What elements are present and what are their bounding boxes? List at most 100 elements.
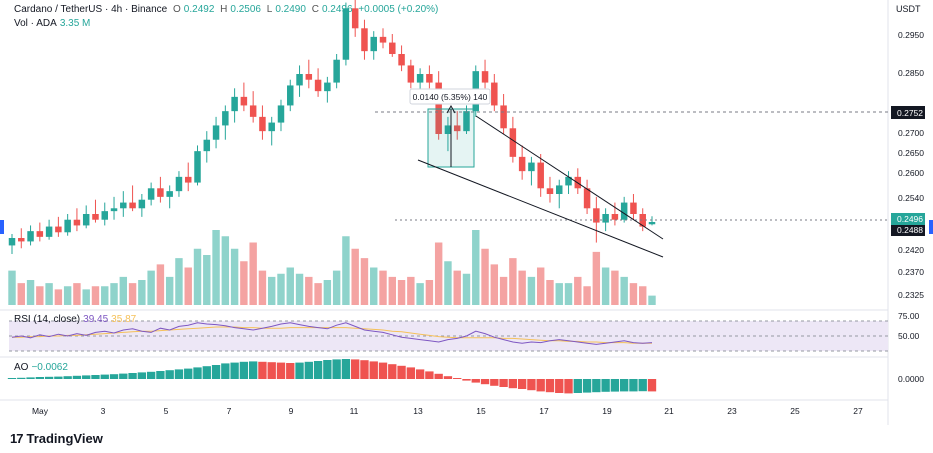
symbol-title[interactable]: Cardano / TetherUS · 4h · Binance — [14, 4, 168, 15]
volume-bar — [73, 283, 81, 305]
volume-bar — [286, 267, 294, 305]
candle-body — [593, 208, 600, 223]
volume-bar — [63, 286, 72, 305]
candle-body — [398, 54, 405, 66]
ao-bar — [453, 378, 462, 379]
high-value: 0.2506 — [230, 4, 261, 15]
volume-bar — [379, 270, 387, 305]
ao-bar — [109, 374, 119, 379]
ao-bar — [239, 361, 249, 379]
price-tick: 0.2600 — [898, 168, 924, 178]
ao-bar — [54, 376, 63, 379]
candle-body — [518, 156, 526, 172]
candle-body — [324, 82, 331, 92]
candle-body — [175, 176, 183, 192]
ao-bar — [341, 359, 351, 379]
candle-body — [259, 116, 266, 132]
ao-bar — [388, 364, 397, 379]
ao-bar — [174, 369, 184, 379]
candle-body — [602, 214, 609, 223]
measure-label-box — [409, 88, 491, 105]
volume-bar — [128, 283, 137, 305]
volume-legend[interactable]: Vol · ADA 3.35 M — [14, 18, 93, 29]
candle-body — [565, 176, 572, 186]
volume-bar — [434, 242, 443, 305]
volume-bar — [629, 283, 638, 305]
price-tick: 0.2370 — [898, 267, 924, 277]
volume-bars — [8, 230, 656, 305]
ao-bar — [137, 372, 147, 379]
volume-bar — [54, 289, 63, 305]
candle-body — [351, 8, 359, 29]
price-axis: 0.2950 0.2850 0.2700 0.2650 0.2600 0.254… — [898, 30, 924, 300]
candle-body — [333, 59, 340, 83]
volume-bar — [481, 248, 489, 305]
time-axis: May 3 5 7 9 11 13 15 17 19 21 23 25 27 — [32, 406, 863, 416]
candle-body — [166, 191, 173, 197]
time-tick: 11 — [350, 406, 359, 416]
change-value: +0.0005 (+0.20%) — [358, 4, 439, 15]
volume-bar — [351, 248, 359, 305]
rsi-legend[interactable]: RSI (14, close) 39.45 35.87 — [14, 314, 139, 325]
candle-body — [361, 28, 368, 52]
ao-bar — [499, 379, 508, 387]
candle-body — [435, 82, 442, 135]
volume-bar — [574, 276, 582, 305]
volume-bar — [555, 283, 563, 305]
ao-bar — [536, 379, 545, 392]
price-tick: 0.2420 — [898, 245, 924, 255]
symbol-legend[interactable]: Cardano / TetherUS · 4h · Binance O 0.249… — [14, 4, 441, 15]
open-value: 0.2492 — [183, 4, 215, 15]
price-tick: 0.2850 — [898, 68, 924, 78]
candle-body — [129, 202, 136, 209]
ao-bar — [26, 377, 35, 379]
candle-body — [379, 36, 387, 43]
volume-bar — [258, 270, 267, 305]
ao-bar — [211, 365, 221, 379]
ao-bar — [156, 371, 165, 379]
volume-bar — [101, 286, 109, 305]
volume-bar — [221, 236, 230, 305]
ao-bar — [601, 379, 610, 392]
candle-body — [389, 42, 396, 55]
currency-label[interactable]: USDT — [896, 4, 921, 14]
ao-bar — [286, 363, 295, 379]
price-tick: 0.2650 — [898, 148, 924, 158]
level-price-tag — [891, 106, 925, 119]
low-label: L — [266, 4, 273, 15]
time-tick: May — [32, 406, 49, 416]
ao-bar — [146, 371, 156, 379]
ao-bar — [471, 379, 480, 383]
volume-bar — [416, 283, 424, 305]
candle-body — [222, 111, 229, 126]
rsi-ma-value: 35.87 — [111, 314, 137, 325]
time-tick: 15 — [476, 406, 486, 416]
volume-bar — [314, 283, 322, 305]
candle-body — [120, 202, 127, 209]
volume-bar — [138, 280, 146, 305]
volume-bar — [230, 248, 239, 305]
ao-zero-label: 0.0000 — [898, 374, 924, 384]
ao-bar — [425, 371, 434, 379]
ao-bar — [545, 379, 555, 393]
volume-bar — [212, 230, 220, 305]
ao-legend[interactable]: AO −0.0062 — [14, 362, 71, 373]
tradingview-logo-icon: 17 — [10, 431, 24, 446]
candle-body — [194, 151, 201, 183]
left-edge-marker — [0, 220, 4, 234]
time-tick: 3 — [101, 406, 106, 416]
ao-bar — [564, 379, 573, 394]
low-value: 0.2490 — [275, 4, 306, 15]
rsi-ma-line — [12, 326, 652, 344]
time-tick: 27 — [853, 406, 863, 416]
volume-bar — [156, 264, 165, 305]
wedge-upper-line — [475, 115, 664, 240]
candle-body — [203, 139, 211, 152]
candle-body — [268, 122, 275, 132]
tradingview-logo[interactable]: 17 TradingView — [10, 431, 103, 446]
candle-body — [212, 125, 220, 140]
ao-bar — [369, 361, 378, 379]
ao-bar — [258, 361, 267, 379]
ao-bar — [592, 379, 601, 393]
